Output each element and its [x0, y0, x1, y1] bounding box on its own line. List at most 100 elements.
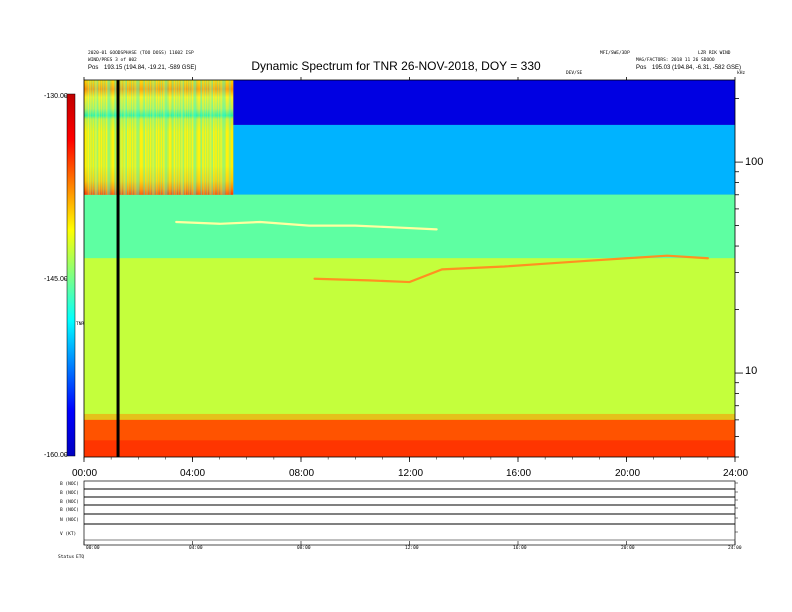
- early-streak: [115, 80, 117, 195]
- early-streak: [212, 80, 213, 195]
- early-streak: [98, 80, 101, 195]
- early-streak: [169, 80, 170, 195]
- early-streak: [139, 80, 141, 195]
- header-info-right-a: MFI/SWE/3DP: [600, 51, 630, 56]
- early-streak: [171, 80, 174, 195]
- early-streak: [191, 80, 194, 195]
- early-streak: [86, 80, 88, 195]
- early-streak: [180, 80, 183, 195]
- early-streak: [196, 80, 198, 195]
- panel-label-2: B (NOC): [60, 491, 79, 496]
- early-streak: [185, 80, 187, 195]
- early-streak: [110, 80, 112, 195]
- data-gap-bar: [116, 80, 120, 457]
- header-info-right-b: LZR RIK WIND: [698, 51, 731, 56]
- early-streak: [210, 80, 213, 195]
- x-tick-1600: 16:00: [506, 468, 532, 479]
- colorbar-tick-top: -130.00: [44, 93, 68, 100]
- early-streak: [201, 80, 203, 195]
- early-streak: [207, 80, 209, 195]
- early-streak: [166, 80, 168, 195]
- early-streak: [159, 80, 161, 195]
- early-streak: [164, 80, 167, 195]
- status-value: ETQ: [76, 555, 85, 560]
- early-streak: [158, 80, 160, 195]
- early-streak: [111, 80, 113, 195]
- early-streak: [97, 80, 99, 195]
- early-streak: [105, 80, 108, 195]
- early-streak: [213, 80, 215, 195]
- x-tick-0400: 04:00: [180, 468, 206, 479]
- parameter-panels-frame: [83, 480, 736, 546]
- early-streak: [173, 80, 176, 195]
- early-streak: [160, 80, 162, 195]
- early-streak: [122, 80, 125, 195]
- early-streak: [170, 80, 172, 195]
- early-streak: [192, 80, 195, 195]
- early-streak: [126, 80, 127, 195]
- early-streak: [225, 80, 226, 195]
- early-streak: [215, 80, 217, 195]
- early-streak: [183, 80, 185, 195]
- x-tick-1200: 12:00: [398, 468, 424, 479]
- early-streak: [155, 80, 158, 195]
- early-streak: [182, 80, 185, 195]
- early-streak: [89, 80, 91, 195]
- panel-label-3: B (NOC): [60, 500, 79, 505]
- early-streak: [129, 80, 131, 195]
- early-streak: [177, 80, 179, 195]
- early-streak: [133, 80, 135, 195]
- early-streak: [92, 80, 94, 195]
- early-streak: [197, 80, 199, 195]
- early-streak: [154, 80, 156, 195]
- panel-label-4: B (NOC): [60, 508, 79, 513]
- early-streak: [228, 80, 231, 195]
- early-streak: [189, 80, 191, 195]
- spectral-band-2: [233, 124, 735, 195]
- early-streak: [130, 80, 133, 195]
- early-streak: [91, 80, 93, 195]
- early-streak: [144, 80, 145, 195]
- early-streak: [123, 80, 126, 195]
- emission-lane-2: [313, 254, 709, 284]
- panel-time-2: 08:00: [297, 546, 311, 551]
- early-streak: [195, 80, 197, 195]
- early-streak: [138, 80, 139, 195]
- early-streak: [220, 80, 223, 195]
- x-tick-2400: 24:00: [723, 468, 749, 479]
- early-streak: [176, 80, 178, 195]
- early-streak: [153, 80, 156, 195]
- early-streak: [99, 80, 101, 195]
- early-streak: [95, 80, 98, 195]
- early-streak: [227, 80, 229, 195]
- emission-lane-1: [175, 220, 438, 231]
- header-info-left-2: WIND/PRES 3 of 002: [88, 58, 137, 63]
- colorbar-frame: [66, 93, 76, 457]
- x-tick-0800: 08:00: [289, 468, 315, 479]
- spectral-band-1: [233, 80, 735, 125]
- early-streak: [147, 80, 149, 195]
- early-streak: [208, 80, 211, 195]
- early-streak: [190, 80, 192, 195]
- early-streak: [152, 80, 155, 195]
- chart-title: Dynamic Spectrum for TNR 26-NOV-2018, DO…: [251, 59, 541, 73]
- early-streak: [226, 80, 228, 195]
- early-streak: [102, 80, 104, 195]
- early-streak: [161, 80, 164, 195]
- early-interval-overlay: [84, 80, 234, 195]
- header-pos-right-label: Pos: [636, 65, 647, 71]
- early-streak: [132, 80, 133, 195]
- early-streak: [178, 80, 180, 195]
- colorbar-tick-mid: -145.00: [44, 276, 68, 283]
- colorbar-label: TNR: [76, 322, 85, 327]
- early-streak: [124, 80, 127, 195]
- early-streak: [141, 80, 143, 195]
- early-streak: [223, 80, 225, 195]
- header-info-left-1: 2020-01 GOODSPHASE (TOO DOSS) 11602 ISP: [88, 51, 194, 56]
- early-streak: [209, 80, 212, 195]
- lowest-frequency-band: [84, 440, 735, 457]
- early-streak: [175, 80, 177, 195]
- early-streak: [112, 80, 114, 195]
- early-streak: [93, 80, 96, 195]
